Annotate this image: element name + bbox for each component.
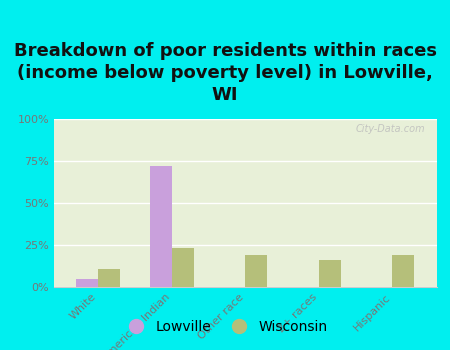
Bar [76,279,98,287]
Text: Breakdown of poor residents within races
(income below poverty level) in Lowvill: Breakdown of poor residents within races… [14,42,436,104]
Text: City-Data.com: City-Data.com [356,124,425,134]
Bar [319,260,341,287]
Bar [245,255,267,287]
Bar [98,268,120,287]
Bar [392,255,414,287]
Legend: Lowville, Wisconsin: Lowville, Wisconsin [117,314,333,340]
Bar [149,166,172,287]
Bar [172,248,194,287]
